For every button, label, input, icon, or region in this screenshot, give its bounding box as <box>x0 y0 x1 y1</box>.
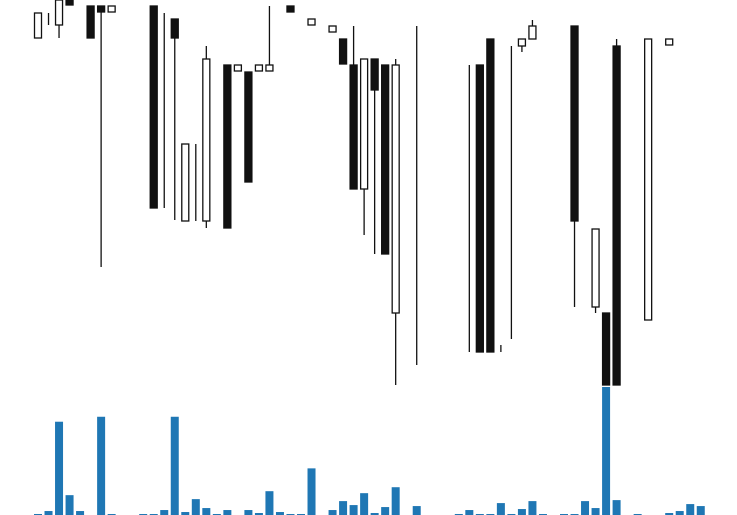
volume-bar <box>97 416 106 515</box>
volume-bar <box>307 468 316 515</box>
volume-bar <box>665 513 674 515</box>
volume-bar <box>391 487 400 515</box>
candle-body <box>381 64 390 255</box>
volume-bar <box>349 505 358 515</box>
candle-body <box>265 64 274 72</box>
candle-body <box>517 38 527 47</box>
candle-body <box>528 25 537 40</box>
volume-bar <box>686 504 695 515</box>
candle-body <box>338 38 348 65</box>
candle-body <box>359 58 369 190</box>
candle-body <box>54 0 64 26</box>
candle-body <box>181 143 190 222</box>
candle-body <box>591 228 600 308</box>
volume-bar <box>602 386 611 515</box>
candle-body <box>233 64 243 72</box>
volume-bar <box>339 501 348 515</box>
volume-bar <box>191 499 200 515</box>
volume-bar <box>44 511 53 515</box>
candle-body <box>244 71 253 183</box>
volume-bar <box>76 511 85 515</box>
candle-body <box>202 58 211 222</box>
candle-body <box>223 64 232 229</box>
volume-bar <box>581 501 590 515</box>
volume-bar <box>160 510 169 515</box>
candle-body <box>349 64 358 190</box>
volume-bar <box>591 508 600 515</box>
volume-bar <box>55 421 64 515</box>
candle-body <box>370 58 379 91</box>
candle-body <box>65 0 74 6</box>
volume-bar <box>244 510 253 515</box>
volume-bar <box>275 512 284 515</box>
candle-body <box>149 5 158 209</box>
volume-bar <box>696 506 705 515</box>
volume-bar <box>328 510 337 515</box>
candle-body <box>391 64 400 314</box>
volume-bar <box>223 510 232 515</box>
candle-body <box>86 5 95 39</box>
candle-body <box>33 12 43 39</box>
candle-body <box>570 25 579 222</box>
volume-bar <box>465 510 474 515</box>
volume-bar <box>370 513 379 515</box>
candle-body <box>475 64 484 353</box>
volume-bar <box>675 511 684 515</box>
candle-body <box>307 18 316 26</box>
volume-bar <box>65 495 74 515</box>
candle-body <box>254 64 264 72</box>
volume-bar <box>360 493 369 515</box>
volume-bar <box>181 512 190 515</box>
volume-bar <box>202 508 211 515</box>
volume-bar <box>496 503 505 515</box>
candle-body <box>601 312 611 386</box>
candle-body <box>286 5 295 13</box>
candle-body <box>644 38 653 321</box>
volume-bar <box>412 506 421 515</box>
candle-body <box>486 38 495 353</box>
volume-bar <box>517 509 526 515</box>
candle-body <box>96 5 106 13</box>
volume-bar <box>381 507 390 515</box>
volume-bar <box>170 416 179 515</box>
volume-bar <box>254 513 263 515</box>
candle-body <box>107 5 116 13</box>
candle-body <box>170 18 179 39</box>
volume-bar <box>612 500 621 515</box>
volume-bar <box>265 491 274 515</box>
candle-body <box>612 45 621 386</box>
volume-bar <box>528 501 537 515</box>
candle-body <box>665 38 674 46</box>
candle-body <box>328 25 337 33</box>
